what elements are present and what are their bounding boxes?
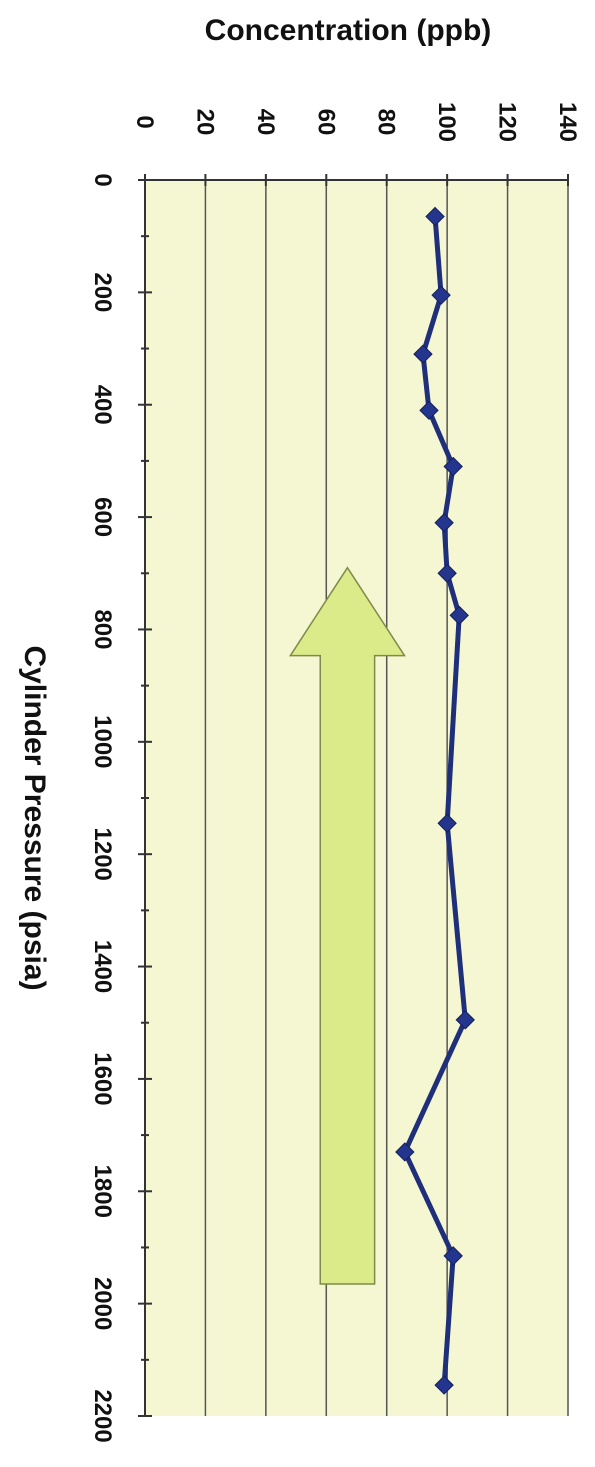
concentration-axis-title: Concentration (ppb) — [205, 14, 492, 47]
data-point-10 — [395, 1142, 415, 1162]
concentration-tick-label-80: 80 — [373, 109, 400, 136]
pressure-tick-label-800: 800 — [89, 609, 116, 649]
concentration-tick-label-100: 100 — [433, 102, 460, 142]
data-point-11 — [443, 1246, 463, 1266]
data-point-8 — [437, 813, 457, 833]
pressure-tick-label-0: 0 — [89, 173, 116, 186]
plot-area: 0 20 40 60 80 100 120 1400200400600800100012001… — [89, 102, 581, 1443]
concentration-tick-label-20: 20 — [191, 109, 218, 136]
data-point-9 — [455, 1010, 475, 1030]
direction-arrow — [288, 566, 406, 1285]
data-point-7 — [449, 605, 469, 626]
data-point-5 — [434, 513, 454, 533]
data-point-2 — [413, 344, 433, 364]
concentration-tick-label-60: 60 — [312, 109, 339, 136]
pressure-tick-label-400: 400 — [89, 385, 116, 425]
pressure-tick-label-200: 200 — [89, 272, 116, 312]
pressure-tick-label-1200: 1200 — [89, 827, 116, 880]
data-point-12 — [434, 1375, 454, 1395]
pressure-tick-label-1800: 1800 — [89, 1165, 116, 1218]
data-point-4 — [443, 456, 463, 477]
pressure-axis-title: Cylinder Pressure (psia) — [18, 645, 51, 990]
data-point-0 — [425, 206, 445, 227]
pressure-tick-label-600: 600 — [89, 497, 116, 537]
concentration-tick-label-140: 140 — [554, 102, 581, 142]
concentration-tick-label-40: 40 — [252, 109, 279, 136]
pressure-tick-label-1400: 1400 — [89, 940, 116, 993]
pressure-tick-label-1000: 1000 — [89, 715, 116, 768]
pressure-tick-label-2200: 2200 — [89, 1389, 116, 1442]
pressure-tick-label-1600: 1600 — [89, 1052, 116, 1105]
concentration-tick-label-0: 0 — [131, 115, 158, 128]
data-point-1 — [431, 285, 451, 305]
data-point-3 — [419, 400, 439, 421]
concentration-tick-label-120: 120 — [494, 102, 521, 142]
data-point-6 — [437, 563, 457, 583]
pressure-tick-label-2000: 2000 — [89, 1277, 116, 1330]
